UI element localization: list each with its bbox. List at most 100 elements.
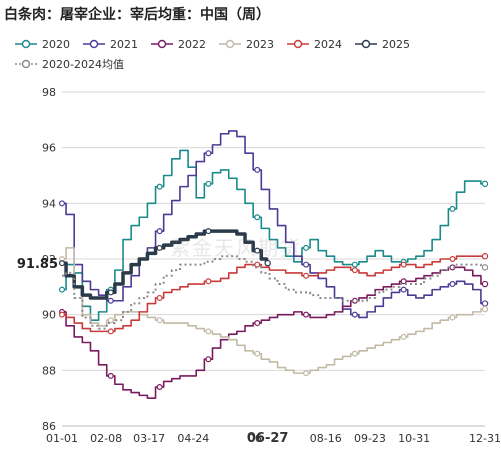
data-point-2020 <box>156 183 163 190</box>
x-tick-label: 09-23 <box>354 432 386 445</box>
legend-swatch <box>15 39 37 49</box>
legend-swatch <box>287 39 309 49</box>
data-point-2025 <box>156 244 163 251</box>
series-end-point-2024 <box>481 253 489 260</box>
data-point-2020 <box>58 286 65 293</box>
legend-swatch <box>219 39 241 49</box>
data-point-2024 <box>303 272 310 279</box>
legend-item-2025[interactable]: 2025 <box>354 34 410 54</box>
legend-label: 2023 <box>246 37 274 51</box>
data-point-2021 <box>205 150 212 157</box>
legend-swatch <box>355 39 377 49</box>
y-tick-label: 92 <box>42 253 56 266</box>
series-end-point-2020-2024均值 <box>481 264 489 271</box>
series-line-2023 <box>62 247 485 374</box>
series-end-point-2025 <box>264 259 271 267</box>
legend-item-2022[interactable]: 2022 <box>150 34 206 54</box>
legend-item-2021[interactable]: 2021 <box>82 34 138 54</box>
x-tick-label-highlight: 06-27 <box>247 431 289 446</box>
x-tick-label: 04-24 <box>177 432 209 445</box>
x-tick-label: 08-16 <box>310 432 342 445</box>
y-highlight-label: 91.85 <box>17 257 58 272</box>
y-tick-label: 88 <box>42 364 56 377</box>
data-point-2022 <box>156 384 163 391</box>
data-point-2023 <box>400 333 407 340</box>
series-end-point-2022 <box>481 280 489 288</box>
data-point-2025 <box>205 228 212 235</box>
data-point-2022 <box>254 320 261 327</box>
x-tick-label: 01-01 <box>46 432 78 445</box>
data-point-2024 <box>449 256 456 263</box>
data-point-2020 <box>351 261 358 268</box>
x-tick-label: 06 <box>248 432 262 445</box>
legend-item-2024[interactable]: 2024 <box>286 34 342 54</box>
series-end-point-2021 <box>481 300 489 307</box>
chart-title: 白条肉：屠宰企业：宰后均重：中国（周） <box>4 7 270 23</box>
legend-label: 2022 <box>178 37 206 51</box>
data-point-2024 <box>351 267 358 274</box>
data-point-2020 <box>449 205 456 212</box>
legend-label: 2025 <box>382 37 410 51</box>
data-point-2021 <box>254 166 261 173</box>
legend-label: 2021 <box>110 37 138 51</box>
data-point-2023 <box>303 370 310 377</box>
series-line-2021 <box>62 130 485 319</box>
data-point-2024 <box>400 261 407 268</box>
data-point-2020 <box>254 214 261 221</box>
data-point-2023 <box>156 317 163 324</box>
data-point-2021 <box>58 200 65 207</box>
legend-item-2020[interactable]: 2020 <box>14 34 70 54</box>
x-tick-label: 12-31 <box>469 432 501 445</box>
data-point-2022 <box>303 311 310 318</box>
y-tick-label: 98 <box>42 86 56 99</box>
series-line-2024 <box>62 255 485 333</box>
data-point-2020 <box>205 180 212 187</box>
data-point-2021 <box>107 297 114 304</box>
legend-swatch <box>83 39 105 49</box>
y-tick-label: 86 <box>42 420 56 433</box>
legend-label: 2020 <box>42 37 70 51</box>
watermark: 紫金天风期货 <box>170 236 302 260</box>
x-tick-label: 03-17 <box>133 432 165 445</box>
data-point-2022 <box>400 278 407 285</box>
data-point-2023 <box>205 328 212 335</box>
series-end-point-2020 <box>481 180 489 188</box>
data-point-2021 <box>303 261 310 268</box>
data-point-2024 <box>205 278 212 285</box>
x-tick-label: 10-31 <box>398 432 430 445</box>
series-line-2020-2024均值 <box>62 255 485 330</box>
data-point-2024 <box>58 311 65 318</box>
data-point-2023 <box>449 314 456 321</box>
data-point-2025 <box>58 260 65 267</box>
legend-item-2020-2024均值[interactable]: 2020-2024均值 <box>14 54 124 74</box>
data-point-2023 <box>254 350 261 357</box>
data-point-2021 <box>449 281 456 288</box>
data-point-2025 <box>254 247 261 254</box>
data-point-2021 <box>400 286 407 293</box>
legend-swatch <box>151 39 173 49</box>
series-line-2020 <box>62 149 485 322</box>
data-point-2022 <box>107 372 114 379</box>
data-point-2024 <box>254 261 261 268</box>
data-point-2024 <box>107 328 114 335</box>
legend-item-2023[interactable]: 2023 <box>218 34 274 54</box>
data-point-2024 <box>156 294 163 301</box>
legend-label: 2024 <box>314 37 342 51</box>
data-point-2025 <box>107 289 114 296</box>
series-line-2022 <box>62 266 485 399</box>
legend-label: 2020-2024均值 <box>42 58 124 71</box>
x-tick-label: 02-08 <box>90 432 122 445</box>
data-point-2020 <box>303 244 310 251</box>
y-tick-label: 94 <box>42 197 56 210</box>
data-point-2021 <box>351 311 358 318</box>
series-end-point-2023 <box>481 305 489 313</box>
y-tick-label: 90 <box>42 309 56 322</box>
series-line-2025 <box>62 229 269 300</box>
y-tick-label: 96 <box>42 142 56 155</box>
data-point-2022 <box>205 356 212 363</box>
legend-swatch <box>15 59 37 69</box>
data-point-2023 <box>351 350 358 357</box>
chart-legend: 2020 2021 2022 2023 2024 2025 2020-2024均值 <box>14 34 494 74</box>
data-point-2023 <box>107 317 114 324</box>
